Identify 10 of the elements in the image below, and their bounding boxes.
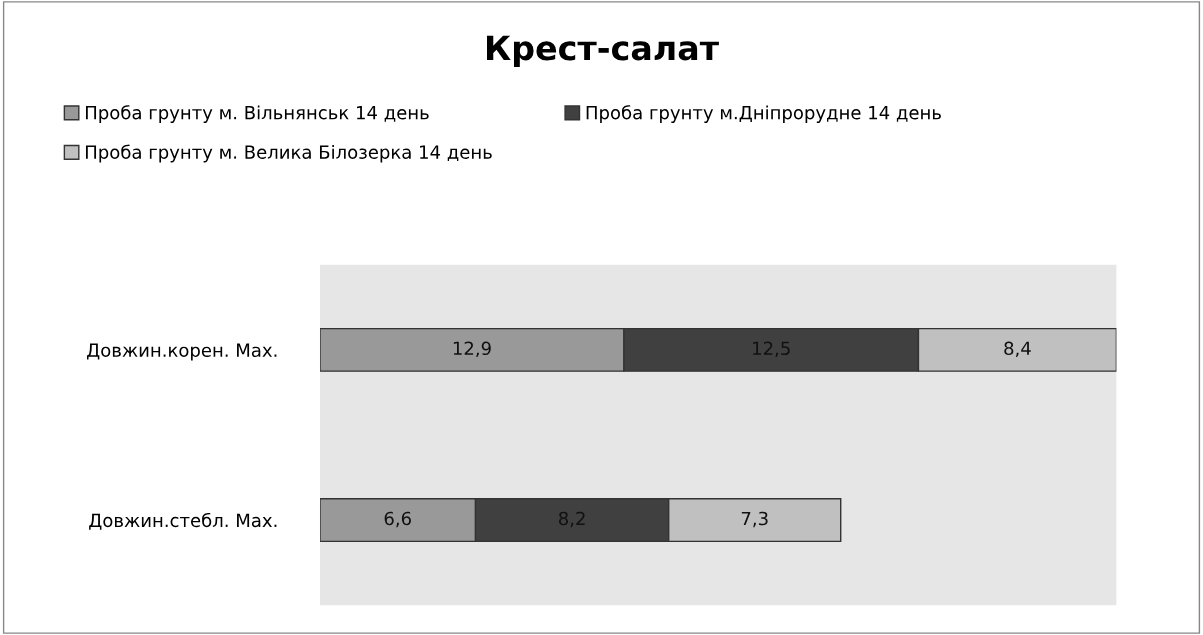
- data-label: 6,6: [384, 511, 411, 528]
- y-tick-label: Довжин.корен. Мах.: [87, 343, 277, 361]
- chart-title: Крест-салат: [487, 35, 719, 67]
- y-tick-label: Довжин.стебл. Мах.: [89, 512, 277, 530]
- data-label: 8,4: [1004, 341, 1031, 357]
- data-label: 7,3: [741, 511, 768, 528]
- legend-label: Проба грунту м. Велика Білозерка 14 день: [86, 144, 492, 163]
- legend-label: Проба грунту м. Вільнянськ 14 день: [86, 105, 429, 123]
- data-label: 12,9: [453, 341, 491, 357]
- legend-label: Проба грунту м.Дніпрорудне 14 день: [586, 105, 941, 123]
